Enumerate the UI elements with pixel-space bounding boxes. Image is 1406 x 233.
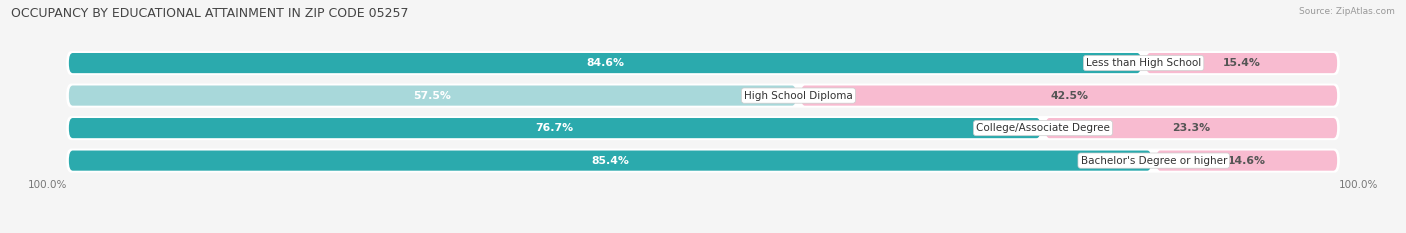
- FancyBboxPatch shape: [1046, 118, 1337, 138]
- Text: 76.7%: 76.7%: [536, 123, 574, 133]
- FancyBboxPatch shape: [69, 86, 796, 106]
- FancyBboxPatch shape: [801, 86, 1337, 106]
- Text: 23.3%: 23.3%: [1173, 123, 1211, 133]
- Text: 14.6%: 14.6%: [1227, 156, 1265, 166]
- Text: Bachelor's Degree or higher: Bachelor's Degree or higher: [1081, 156, 1227, 166]
- Text: 100.0%: 100.0%: [28, 180, 67, 190]
- Text: Source: ZipAtlas.com: Source: ZipAtlas.com: [1299, 7, 1395, 16]
- FancyBboxPatch shape: [66, 116, 1340, 140]
- Text: 100.0%: 100.0%: [1339, 180, 1378, 190]
- Text: 42.5%: 42.5%: [1050, 91, 1088, 101]
- Text: 57.5%: 57.5%: [413, 91, 451, 101]
- FancyBboxPatch shape: [66, 84, 1340, 108]
- FancyBboxPatch shape: [66, 149, 1340, 173]
- Text: 84.6%: 84.6%: [586, 58, 624, 68]
- FancyBboxPatch shape: [69, 53, 1142, 73]
- FancyBboxPatch shape: [1156, 151, 1337, 171]
- FancyBboxPatch shape: [69, 151, 1152, 171]
- Text: 85.4%: 85.4%: [591, 156, 628, 166]
- Text: Less than High School: Less than High School: [1085, 58, 1201, 68]
- Text: College/Associate Degree: College/Associate Degree: [976, 123, 1109, 133]
- FancyBboxPatch shape: [69, 118, 1040, 138]
- Text: 15.4%: 15.4%: [1223, 58, 1261, 68]
- FancyBboxPatch shape: [66, 51, 1340, 75]
- Text: High School Diploma: High School Diploma: [744, 91, 853, 101]
- FancyBboxPatch shape: [1146, 53, 1337, 73]
- Text: OCCUPANCY BY EDUCATIONAL ATTAINMENT IN ZIP CODE 05257: OCCUPANCY BY EDUCATIONAL ATTAINMENT IN Z…: [11, 7, 409, 20]
